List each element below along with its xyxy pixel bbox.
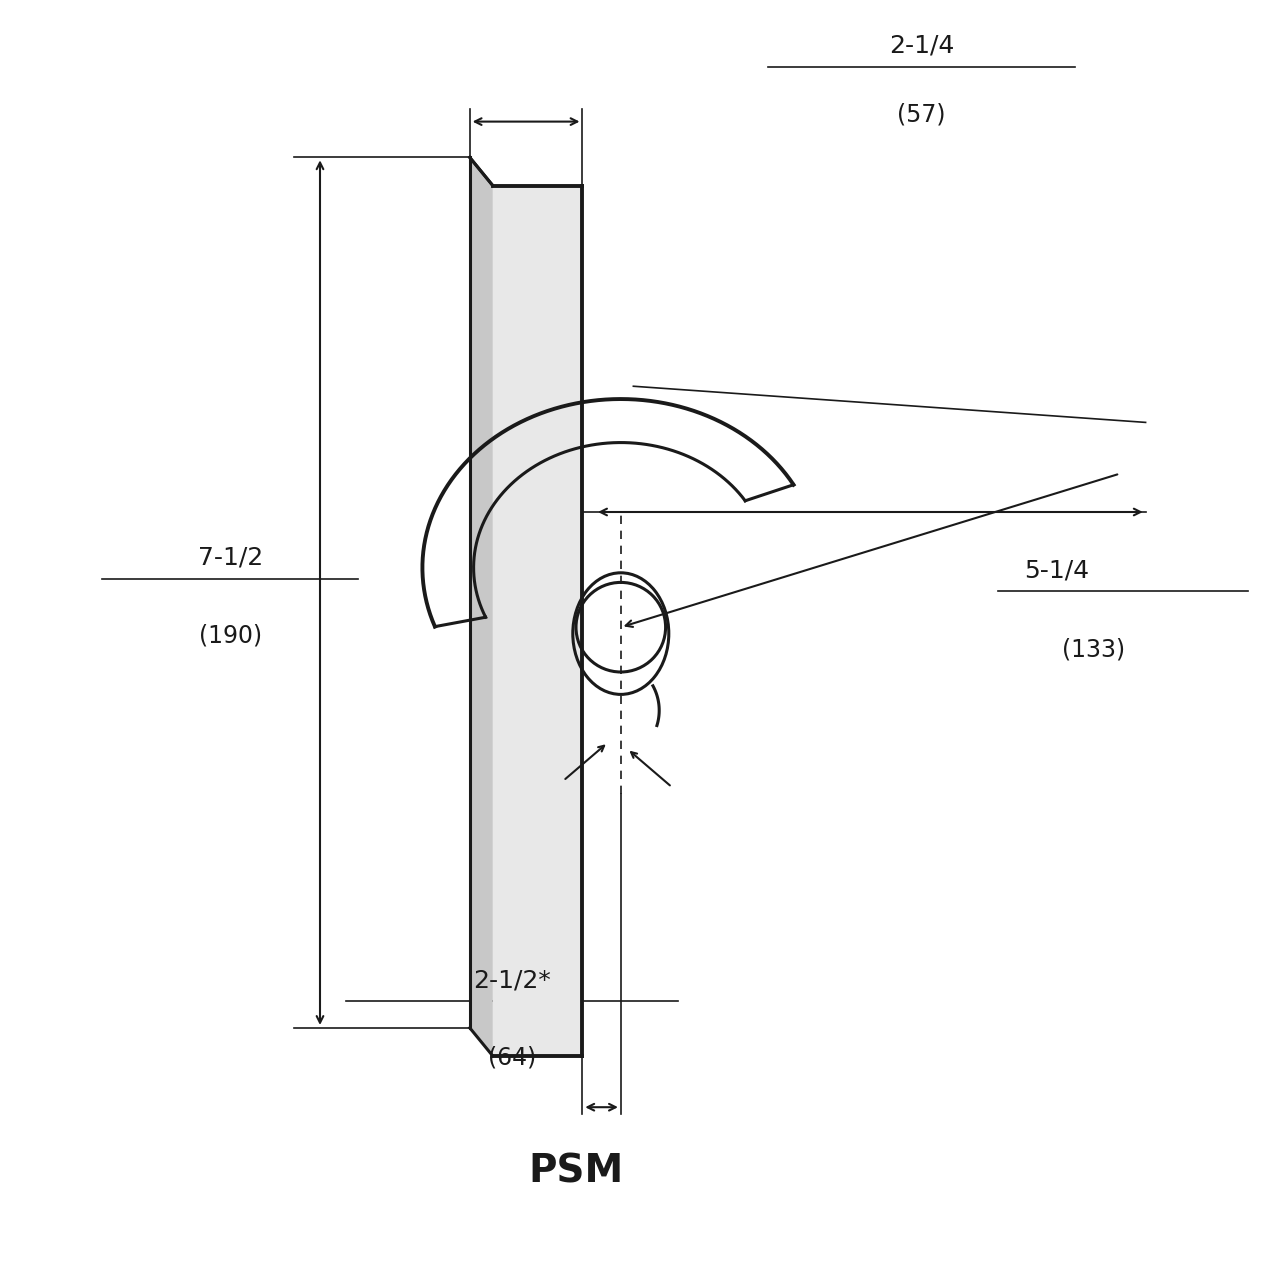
Text: PSM: PSM — [529, 1152, 623, 1190]
Text: 2-1/4: 2-1/4 — [888, 33, 955, 58]
Text: (133): (133) — [1062, 637, 1125, 662]
Text: (190): (190) — [198, 623, 262, 648]
Text: (57): (57) — [897, 102, 946, 127]
Text: 2-1/2*: 2-1/2* — [474, 968, 550, 992]
Text: 7-1/2: 7-1/2 — [198, 545, 262, 570]
Text: (64): (64) — [488, 1046, 536, 1070]
Text: 5-1/4: 5-1/4 — [1024, 558, 1089, 582]
Polygon shape — [493, 186, 582, 1056]
Polygon shape — [470, 157, 493, 1056]
